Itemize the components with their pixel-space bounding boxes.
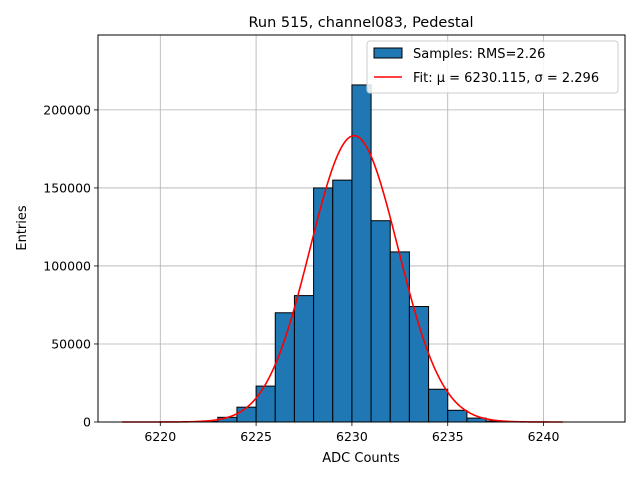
x-tick-label: 6240	[528, 429, 560, 444]
y-tick-label: 150000	[43, 180, 91, 195]
histogram-bar	[236, 406, 257, 423]
histogram-bars	[198, 84, 506, 423]
histogram-bar	[447, 409, 468, 423]
legend-samples-label: Samples: RMS=2.26	[413, 47, 545, 62]
x-tick-label: 6220	[144, 429, 176, 444]
legend-samples-swatch	[373, 47, 403, 59]
histogram-bar	[428, 388, 449, 423]
plot-frame	[97, 34, 626, 423]
legend: Samples: RMS=2.26 Fit: μ = 6230.115, σ =…	[366, 40, 619, 94]
y-tick-label: 100000	[43, 258, 91, 273]
x-tick-label: 6235	[432, 429, 464, 444]
x-axis-ticks: 6220 6225 6230 6235 6240	[144, 422, 560, 444]
y-tick-label: 50000	[51, 336, 91, 351]
x-tick-label: 6230	[336, 429, 368, 444]
histogram-bar	[293, 295, 315, 423]
legend-fit-label: Fit: μ = 6230.115, σ = 2.296	[413, 71, 599, 86]
x-tick-label: 6225	[240, 429, 272, 444]
y-tick-label: 200000	[43, 102, 91, 117]
legend-box	[366, 40, 619, 94]
chart-title: Run 515, channel083, Pedestal	[248, 15, 473, 31]
x-axis-label: ADC Counts	[322, 451, 400, 466]
histogram-bar	[274, 312, 295, 423]
histogram-bar	[370, 220, 391, 423]
histogram-bar	[332, 179, 353, 423]
y-axis-ticks: 0 50000 100000 150000 200000	[43, 102, 98, 430]
y-tick-label: 0	[83, 415, 91, 430]
y-axis-label: Entries	[15, 205, 30, 251]
histogram-bar	[389, 251, 410, 423]
histogram-bar	[255, 385, 276, 423]
